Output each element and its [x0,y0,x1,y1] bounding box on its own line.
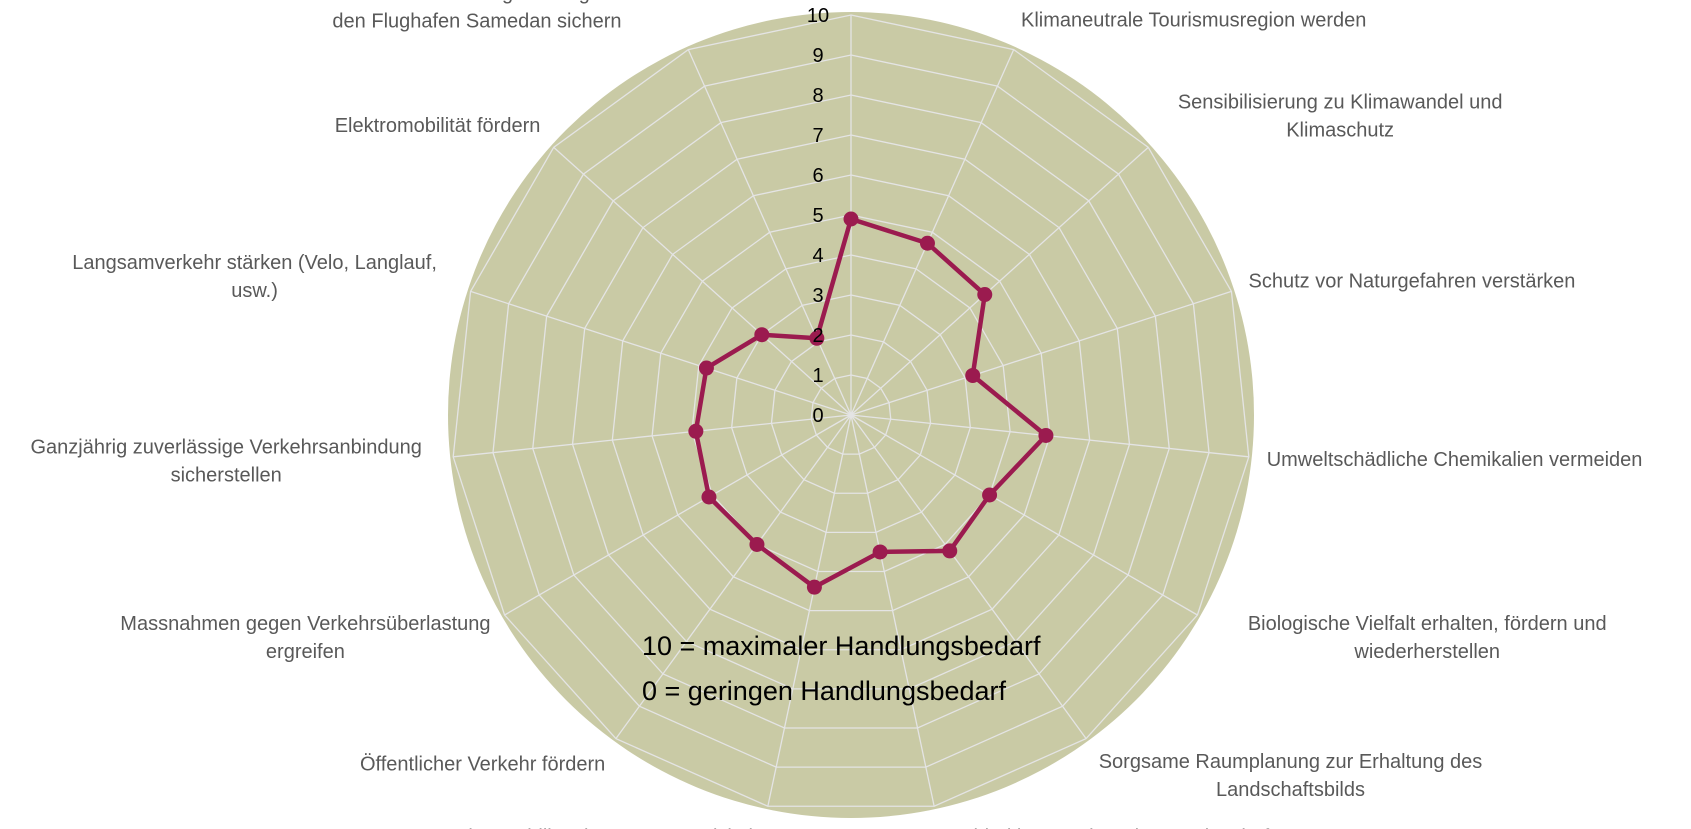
y-tick-label: 6 [812,165,823,187]
category-label: Umweltschädliche Chemikalien vermeiden [1267,449,1643,471]
data-point [965,367,981,383]
category-label-line: Klimaneutrale Tourismusregion werden [1021,9,1366,31]
grid-ring [810,374,892,455]
category-label-line: Öffentlicher Verkehr fördern [360,753,605,775]
spoke [850,290,1232,416]
y-tick-label: 5 [812,205,823,227]
category-label-line: den Flughafen Samedan sichern [332,11,621,33]
category-label: Elektromobilität fördern [335,115,541,137]
data-point [809,330,825,346]
category-label-line: Sensibilisierung zu Klimawandel und [1178,92,1503,114]
y-tick-label: 2 [812,325,823,347]
grid-ring [532,94,1170,729]
category-label: Sorgsame Raumplanung zur Erhaltung des La… [1099,751,1483,801]
data-point [698,360,714,376]
grid-ring [571,134,1131,690]
category-label: Internationale Anbindung der Region über… [292,0,663,33]
y-tick-label: 3 [812,285,823,307]
grid-ring [770,334,932,494]
data-point [843,211,859,227]
y-tick-label: 4 [812,245,823,267]
data-point [942,543,958,559]
category-label-line: Klimaschutz [1286,120,1394,142]
spoke [850,146,1149,416]
data-point [977,287,993,303]
spoke [850,414,1198,616]
y-tick-label: 7 [812,125,823,147]
category-label-line: Schutz vor Naturgefahren verstärken [1249,271,1576,293]
y-tick-label: 9 [812,45,823,67]
spoke [687,49,852,416]
category-label-line: Umweltschädliche Chemikalien vermeiden [1267,449,1643,471]
data-point [982,487,998,503]
y-tick-label: 10 [807,5,829,27]
category-label: Massnahmen gegen Verkehrsüberlastung ergr… [120,613,490,663]
category-label-line: wiederherstellen [1353,641,1500,663]
category-label-line: Langsamverkehr stärken (Velo, Langlauf, [72,252,437,274]
data-point [754,327,770,343]
category-label: Öffentlicher Verkehr fördern [360,753,605,775]
category-label: Klimaneutrale Tourismusregion werden [1021,9,1366,31]
spoke [767,414,852,807]
category-label: Ganzjährig zuverlässige Verkehrsanbindun… [31,437,422,487]
spoke [553,146,852,416]
spoke [504,414,852,616]
spoke [453,414,852,458]
grid-ring [452,14,1250,807]
category-label-line: Biologische Vielfalt erhalten, fördern u… [1248,613,1607,635]
spoke [850,414,935,807]
y-tick-label: 1 [812,365,823,387]
category-label-line: ergreifen [266,641,345,663]
data-point [806,579,822,595]
annotation: 10 = maximaler Handlungsbedarf [642,631,1041,661]
category-label-line: Internationale Anbindung der Region über [292,0,663,5]
grid-ring [691,254,1011,573]
data-point [919,235,935,251]
y-tick-label: 0 [812,405,823,427]
data-point [688,423,704,439]
category-label: Nachhaltige Land- und Forstwirtschaft [938,827,1275,829]
data-point [1038,427,1054,443]
category-label: Innovative Mobilitätskonzepte entwickeln [403,827,764,829]
spoke [850,49,1015,416]
category-label: Schutz vor Naturgefahren verstärken [1249,271,1576,293]
category-label-line: Nachhaltige Land- und Forstwirtschaft [938,827,1275,829]
spoke [850,414,1087,739]
data-point [701,489,717,505]
spoke [470,290,852,416]
category-label: Biologische Vielfalt erhalten, fördern u… [1248,613,1607,663]
spoke [615,414,852,739]
grid-ring [651,214,1051,612]
data-point [749,536,765,552]
category-label-line: sicherstellen [171,465,282,487]
category-label-line: Elektromobilität fördern [335,115,541,137]
category-label-line: usw.) [231,280,278,302]
grid-ring [730,294,972,534]
series-line [693,216,1049,590]
category-label: Sensibilisierung zu Klimawandel und Klima… [1178,92,1503,142]
category-label: Langsamverkehr stärken (Velo, Langlauf, u… [72,252,437,302]
category-label-line: Ganzjährig zuverlässige Verkehrsanbindun… [31,437,422,459]
grid-ring [492,54,1210,768]
category-label-line: Sorgsame Raumplanung zur Erhaltung des [1099,751,1483,773]
category-label-line: Landschaftsbilds [1216,779,1365,801]
category-label-line: Innovative Mobilitätskonzepte entwickeln [403,827,764,829]
category-label-line: Massnahmen gegen Verkehrsüberlastung [120,613,490,635]
annotation: 0 = geringen Handlungsbedarf [642,676,1007,706]
grid-ring [611,174,1091,651]
data-point [872,544,888,560]
y-tick-label: 8 [812,85,823,107]
